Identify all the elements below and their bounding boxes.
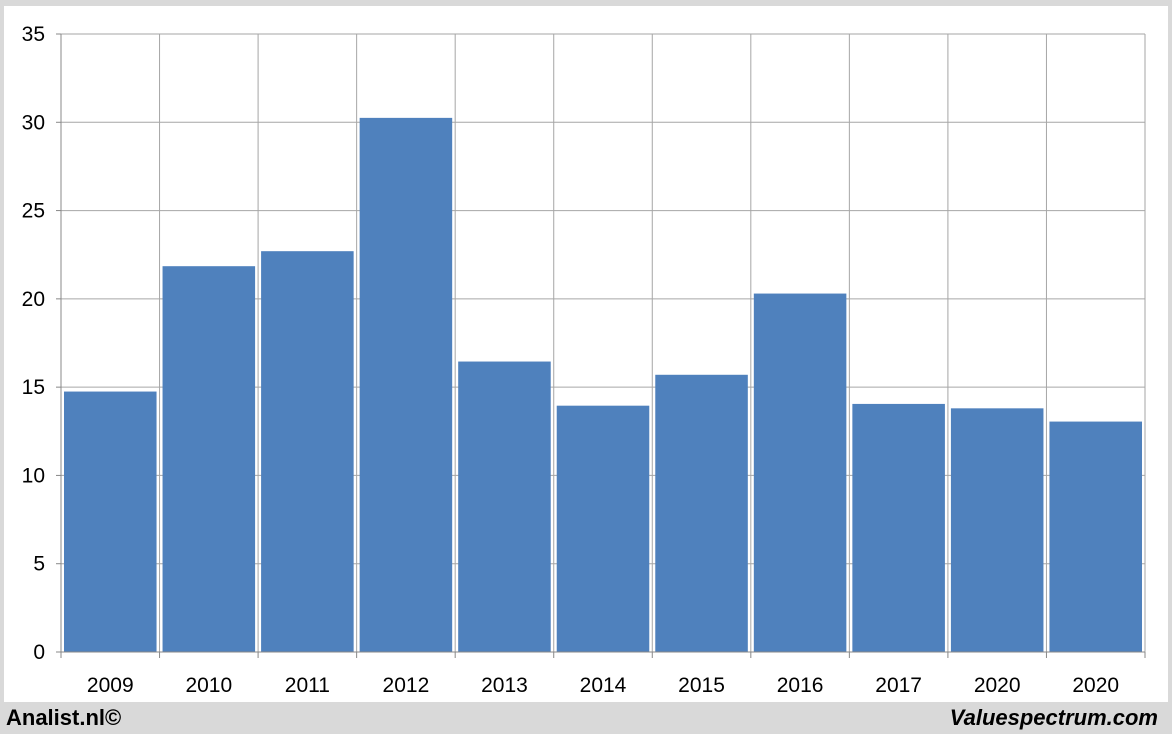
footer-source-right: Valuespectrum.com bbox=[949, 705, 1158, 730]
y-tick-label: 35 bbox=[22, 23, 45, 46]
x-tick-label: 2017 bbox=[875, 674, 922, 697]
y-tick-label: 30 bbox=[22, 111, 45, 134]
bar-2010-1 bbox=[162, 266, 256, 652]
bar-2009-0 bbox=[64, 391, 157, 652]
plot-panel: 0 5 10 15 20 25 30 35 2009 2010 2011 2012 2013 2014 2… bbox=[4, 6, 1168, 702]
y-tick-labels: 0 5 10 15 20 25 30 35 bbox=[22, 23, 45, 664]
y-tick-label: 20 bbox=[22, 288, 45, 311]
bar-2011-2 bbox=[261, 251, 354, 652]
x-tick-label: 2020 bbox=[974, 674, 1021, 697]
y-tick-label: 5 bbox=[33, 553, 45, 576]
x-tick-label: 2016 bbox=[777, 674, 824, 697]
x-tick-label: 2015 bbox=[678, 674, 725, 697]
bar-2016-7 bbox=[753, 293, 847, 652]
bar-2020-10 bbox=[1049, 421, 1142, 652]
x-tick-label: 2009 bbox=[87, 674, 134, 697]
y-tick-label: 25 bbox=[22, 200, 45, 223]
footer-source-left: Analist.nl© bbox=[6, 705, 122, 730]
y-tick-label: 15 bbox=[22, 376, 45, 399]
grid-lines bbox=[61, 33, 1146, 652]
bars bbox=[64, 117, 1142, 652]
bar-2017-8 bbox=[852, 403, 945, 652]
bar-2020-9 bbox=[950, 408, 1044, 652]
x-tick-label: 2010 bbox=[185, 674, 232, 697]
x-tick-label: 2013 bbox=[481, 674, 528, 697]
y-tick-label: 10 bbox=[22, 464, 45, 487]
y-tick-label: 0 bbox=[33, 641, 45, 664]
x-tick-labels: 2009 2010 2011 2012 2013 2014 2015 2016 2017 2020… bbox=[87, 674, 1119, 697]
x-tick-label: 2012 bbox=[383, 674, 430, 697]
x-tick-label: 2020 bbox=[1072, 674, 1119, 697]
bar-2013-4 bbox=[458, 361, 551, 652]
x-tick-label: 2011 bbox=[285, 674, 330, 697]
bar-2015-6 bbox=[655, 374, 748, 652]
bar-2014-5 bbox=[556, 405, 650, 652]
bar-2012-3 bbox=[359, 117, 453, 652]
axes bbox=[56, 33, 1146, 658]
x-tick-label: 2014 bbox=[580, 674, 627, 697]
